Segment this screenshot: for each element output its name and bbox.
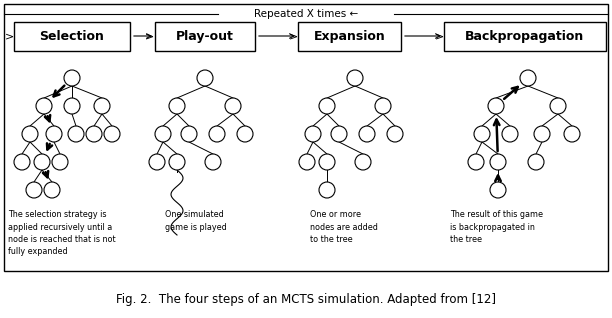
Circle shape xyxy=(197,70,213,86)
Text: One or more
nodes are added
to the tree: One or more nodes are added to the tree xyxy=(310,210,378,244)
Circle shape xyxy=(149,154,165,170)
Circle shape xyxy=(205,154,221,170)
Circle shape xyxy=(488,98,504,114)
Circle shape xyxy=(359,126,375,142)
Circle shape xyxy=(209,126,225,142)
Circle shape xyxy=(68,126,84,142)
Circle shape xyxy=(169,98,185,114)
Text: Repeated X times ←: Repeated X times ← xyxy=(254,9,358,19)
Circle shape xyxy=(319,182,335,198)
Text: One simulated
game is played: One simulated game is played xyxy=(165,210,227,232)
Circle shape xyxy=(104,126,120,142)
Text: The result of this game
is backpropagated in
the tree: The result of this game is backpropagate… xyxy=(450,210,543,244)
FancyBboxPatch shape xyxy=(444,22,606,51)
Circle shape xyxy=(14,154,30,170)
FancyBboxPatch shape xyxy=(298,22,401,51)
Circle shape xyxy=(52,154,68,170)
Circle shape xyxy=(181,126,197,142)
Circle shape xyxy=(528,154,544,170)
Circle shape xyxy=(64,98,80,114)
Circle shape xyxy=(155,126,171,142)
Circle shape xyxy=(468,154,484,170)
Circle shape xyxy=(490,154,506,170)
Circle shape xyxy=(355,154,371,170)
Circle shape xyxy=(319,154,335,170)
Text: Backpropagation: Backpropagation xyxy=(465,30,584,43)
Circle shape xyxy=(299,154,315,170)
Circle shape xyxy=(534,126,550,142)
Circle shape xyxy=(225,98,241,114)
Circle shape xyxy=(305,126,321,142)
Circle shape xyxy=(375,98,391,114)
Circle shape xyxy=(347,70,363,86)
Text: The selection strategy is
applied recursively until a
node is reached that is no: The selection strategy is applied recurs… xyxy=(8,210,116,257)
Circle shape xyxy=(502,126,518,142)
Circle shape xyxy=(564,126,580,142)
FancyBboxPatch shape xyxy=(4,4,608,271)
Text: >: > xyxy=(288,31,297,41)
Circle shape xyxy=(387,126,403,142)
Text: Expansion: Expansion xyxy=(313,30,386,43)
Text: Fig. 2.  The four steps of an MCTS simulation. Adapted from [12]: Fig. 2. The four steps of an MCTS simula… xyxy=(116,294,496,307)
Circle shape xyxy=(46,126,62,142)
Circle shape xyxy=(474,126,490,142)
Text: Selection: Selection xyxy=(40,30,105,43)
Circle shape xyxy=(319,98,335,114)
Circle shape xyxy=(26,182,42,198)
Circle shape xyxy=(22,126,38,142)
Text: >: > xyxy=(146,31,155,41)
FancyBboxPatch shape xyxy=(155,22,255,51)
Text: >: > xyxy=(435,31,444,41)
Text: Play-out: Play-out xyxy=(176,30,234,43)
Circle shape xyxy=(490,182,506,198)
Circle shape xyxy=(94,98,110,114)
Circle shape xyxy=(44,182,60,198)
Circle shape xyxy=(169,154,185,170)
Circle shape xyxy=(34,154,50,170)
Circle shape xyxy=(237,126,253,142)
FancyBboxPatch shape xyxy=(14,22,130,51)
Circle shape xyxy=(36,98,52,114)
Circle shape xyxy=(520,70,536,86)
Circle shape xyxy=(331,126,347,142)
Circle shape xyxy=(550,98,566,114)
Circle shape xyxy=(86,126,102,142)
Circle shape xyxy=(64,70,80,86)
Text: >: > xyxy=(6,31,15,41)
